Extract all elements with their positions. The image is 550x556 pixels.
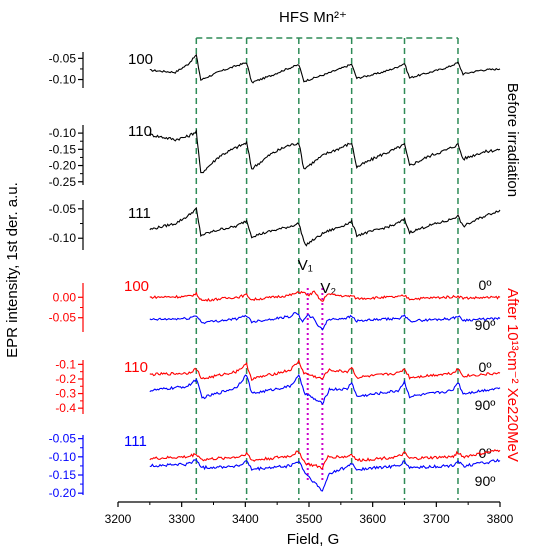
- orientation-label: 110: [124, 359, 148, 376]
- x-tick-label: 3300: [168, 512, 195, 526]
- y-tick-label: -0.15: [49, 142, 77, 156]
- orientation-label: 100: [124, 278, 149, 295]
- y-tick-label: -0.10: [49, 450, 77, 464]
- y-tick-label: -0.05: [49, 202, 77, 216]
- right-label-after: After 10¹³cm⁻² Xe220MeV: [504, 288, 521, 462]
- y-tick-label: -0.20: [49, 486, 77, 500]
- guide-lines: V₁ V₂: [195, 37, 459, 500]
- y-tick-label: -0.1: [55, 357, 76, 371]
- series-line: [149, 373, 501, 405]
- y-tick-label: -0.20: [49, 159, 77, 173]
- y-tick-label: -0.05: [49, 311, 77, 325]
- series-line: [149, 359, 501, 381]
- x-axis: 3200 3300 3400 3500 3600 3700 3800: [105, 501, 514, 526]
- orientation-label: 100: [128, 51, 153, 68]
- series-line: [149, 53, 501, 84]
- y-tick-label: -0.25: [49, 175, 77, 189]
- right-label-before: Before irradiation: [504, 83, 521, 197]
- angle-label: 90º: [475, 317, 496, 333]
- y-tick-label: -0.4: [55, 401, 76, 415]
- panel-before-110: -0.10 -0.15 -0.20 -0.25 110: [49, 123, 501, 189]
- vacancy-label: V₂: [320, 280, 336, 297]
- x-tick-label: 3500: [296, 512, 323, 526]
- y-tick-label: -0.05: [49, 432, 77, 446]
- y-axis-label: EPR intensity, 1st der. a.u.: [4, 182, 21, 358]
- angle-label: 90º: [475, 473, 496, 489]
- angle-label: 0º: [479, 277, 492, 293]
- orientation-label: 110: [128, 123, 152, 140]
- y-tick-label: -0.3: [55, 387, 76, 401]
- panels: -0.05 -0.10 100 -0.10 -0.15 -0.20 -0.25 110 -0.0…: [49, 51, 501, 500]
- panel-after-100: 0.00 -0.05 100 0º 90º: [49, 277, 501, 333]
- panel-before-111: -0.05 -0.10 111: [49, 200, 501, 250]
- y-tick-label: 0.00: [53, 290, 77, 304]
- y-tick-label: -0.15: [49, 468, 77, 482]
- panel-after-110: -0.1-0.2-0.3-0.4 110 0º 90º: [55, 357, 501, 415]
- panel-before-100: -0.05 -0.10 100: [49, 51, 501, 88]
- x-axis-label: Field, G: [287, 531, 340, 548]
- y-tick-label: -0.10: [49, 126, 77, 140]
- series-line: [149, 290, 501, 302]
- x-tick-label: 3600: [359, 512, 386, 526]
- angle-label: 0º: [479, 359, 492, 375]
- series-line: [149, 311, 501, 331]
- orientation-label: 111: [124, 433, 147, 450]
- chart-title: HFS Mn²⁺: [279, 9, 347, 26]
- series-line: [149, 206, 501, 247]
- angle-label: 90º: [475, 397, 496, 413]
- x-tick-label: 3800: [487, 512, 514, 526]
- vacancy-label: V₁: [298, 257, 313, 274]
- series-line: [149, 449, 501, 470]
- y-tick-label: -0.10: [49, 73, 77, 87]
- y-tick-label: -0.10: [49, 231, 77, 245]
- series-line: [149, 458, 501, 492]
- series-line: [149, 128, 501, 174]
- orientation-label: 111: [128, 205, 151, 222]
- y-tick-label: -0.2: [55, 372, 76, 386]
- x-tick-label: 3200: [105, 512, 132, 526]
- y-tick-label: -0.05: [49, 51, 77, 65]
- x-tick-label: 3700: [423, 512, 450, 526]
- x-tick-label: 3400: [232, 512, 259, 526]
